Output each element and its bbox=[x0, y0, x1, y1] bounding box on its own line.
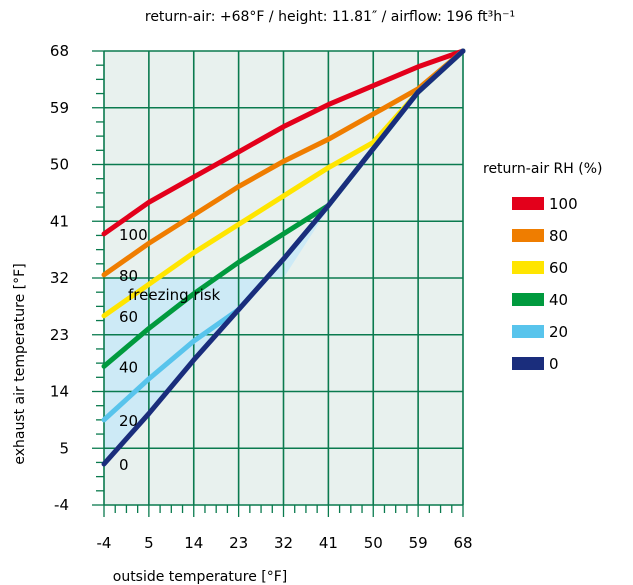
legend-label-80: 80 bbox=[549, 227, 568, 245]
legend-label-40: 40 bbox=[549, 291, 568, 309]
legend-swatch-60 bbox=[512, 261, 544, 274]
chart-title: return-air: +68°F / height: 11.81″ / air… bbox=[145, 9, 515, 25]
x-tick-label: 32 bbox=[274, 534, 293, 552]
x-tick-label: 5 bbox=[144, 534, 154, 552]
y-tick-label: 50 bbox=[50, 156, 69, 174]
legend-label-0: 0 bbox=[549, 355, 559, 373]
y-tick-label: 68 bbox=[50, 42, 69, 60]
legend-swatch-40 bbox=[512, 293, 544, 306]
curve-label-20: 20 bbox=[119, 412, 138, 430]
x-tick-label: -4 bbox=[97, 534, 112, 552]
series-line-80 bbox=[101, 48, 466, 278]
series-line-0 bbox=[101, 48, 466, 467]
y-tick-label: 32 bbox=[50, 269, 69, 287]
legend-label-20: 20 bbox=[549, 323, 568, 341]
x-tick-label: 14 bbox=[184, 534, 203, 552]
legend-swatch-100 bbox=[512, 197, 544, 210]
x-axis-title: outside temperature [°F] bbox=[113, 569, 288, 585]
legend-title: return-air RH (%) bbox=[483, 161, 602, 177]
curve-label-60: 60 bbox=[119, 308, 138, 326]
y-tick-label: 59 bbox=[50, 99, 69, 117]
y-tick-label: 5 bbox=[59, 439, 69, 457]
y-tick-label: 23 bbox=[50, 326, 69, 344]
curve-label-80: 80 bbox=[119, 267, 138, 285]
y-tick-label: -4 bbox=[54, 496, 69, 514]
plot-area: -4 5 14 23 32 41 50 59 68 -4 5 14 23 32 41 50 59 68 100 80 6… bbox=[50, 42, 473, 552]
x-tick-label: 23 bbox=[229, 534, 248, 552]
curve-label-100: 100 bbox=[119, 226, 148, 244]
y-tick-label: 14 bbox=[50, 383, 69, 401]
curve-label-40: 40 bbox=[119, 358, 138, 376]
legend-swatch-80 bbox=[512, 229, 544, 242]
legend-label-60: 60 bbox=[549, 259, 568, 277]
x-tick-label: 59 bbox=[409, 534, 428, 552]
legend-swatch-20 bbox=[512, 325, 544, 338]
x-tick-label: 68 bbox=[453, 534, 472, 552]
curve-label-0: 0 bbox=[119, 456, 129, 474]
y-axis-title: exhaust air temperature [°F] bbox=[12, 263, 28, 464]
y-tick-label: 41 bbox=[50, 212, 69, 230]
legend-swatch-0 bbox=[512, 357, 544, 370]
legend-label-100: 100 bbox=[549, 195, 578, 213]
freezing-zone-label: freezing risk bbox=[128, 286, 221, 304]
legend: 100 80 60 40 20 0 bbox=[512, 195, 578, 373]
x-tick-label: 41 bbox=[319, 534, 338, 552]
x-tick-label: 50 bbox=[364, 534, 383, 552]
series-line-100 bbox=[101, 48, 466, 237]
